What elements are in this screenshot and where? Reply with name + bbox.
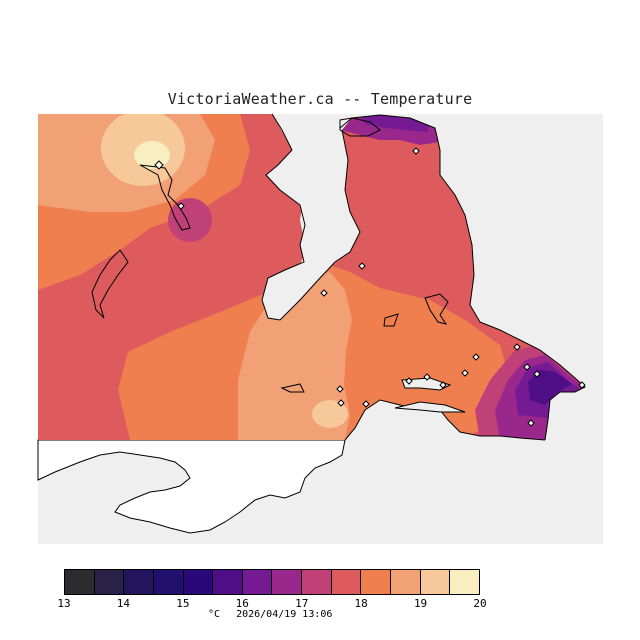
color-swatch (420, 570, 451, 594)
scale-tick-label: 17 (295, 597, 309, 610)
south-land (37, 439, 346, 534)
color-swatch (391, 570, 421, 594)
color-swatch (272, 570, 303, 594)
color-swatch (65, 570, 95, 594)
timestamp-label: 2026/04/19 13:06 (236, 609, 333, 620)
color-swatch (331, 570, 362, 594)
color-swatch (183, 570, 214, 594)
scale-tick-label: 14 (116, 597, 131, 610)
scale-tick-label: 20 (473, 597, 487, 610)
color-swatch (124, 570, 154, 594)
color-swatch (94, 570, 125, 594)
color-scale-bar (64, 569, 480, 595)
scale-tick-label: 13 (57, 597, 71, 610)
legend-footer: °C 2026/04/19 13:06 (208, 609, 342, 620)
island-outline (91, 249, 129, 319)
color-swatch (153, 570, 184, 594)
scale-tick-label: 19 (413, 597, 428, 610)
station-markers (154, 147, 586, 427)
scale-tick-label: 16 (235, 597, 249, 610)
color-swatch (361, 570, 392, 594)
color-swatch (213, 570, 243, 594)
lake-outline (424, 293, 449, 325)
color-scale-ticks: 13 14 15 16 17 18 19 20 (57, 597, 486, 611)
color-swatch (450, 570, 479, 594)
scale-tick-label: 15 (176, 597, 190, 610)
color-swatch (242, 570, 273, 594)
units-label: °C (208, 609, 221, 620)
color-swatch (302, 570, 332, 594)
inlet-outline (139, 164, 191, 231)
map-title: VictoriaWeather.ca -- Temperature (167, 90, 473, 108)
scale-tick-label: 18 (354, 597, 368, 610)
